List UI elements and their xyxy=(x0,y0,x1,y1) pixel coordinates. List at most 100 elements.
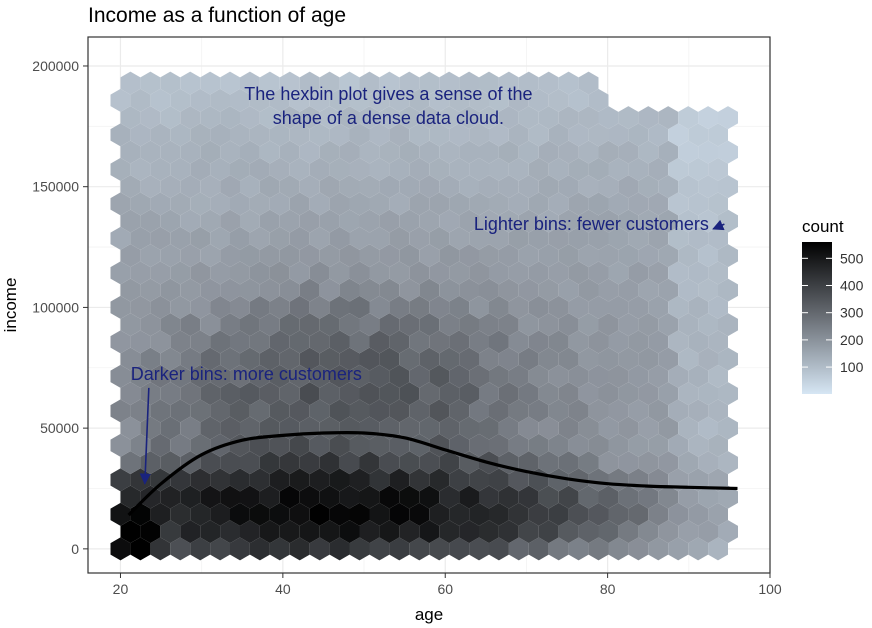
hex-bin xyxy=(170,399,191,423)
legend-colorbar xyxy=(802,242,832,394)
hex-bin xyxy=(399,451,420,475)
hex-bin xyxy=(449,502,470,526)
hex-bin xyxy=(289,330,310,354)
hex-bin xyxy=(558,347,579,371)
hex-bin xyxy=(459,347,479,371)
hex-bin xyxy=(528,433,549,457)
hex-bin xyxy=(170,88,191,112)
hex-bin xyxy=(518,106,539,130)
hex-bin xyxy=(160,485,181,509)
hex-bin xyxy=(399,347,420,371)
hex-bin xyxy=(210,295,230,319)
hex-bin xyxy=(220,451,240,475)
hex-bin xyxy=(359,71,380,95)
hex-bin xyxy=(120,347,141,371)
hex-bin xyxy=(498,244,519,268)
hex-bin xyxy=(688,364,709,388)
hex-bin xyxy=(120,106,141,130)
hex-bin xyxy=(200,175,221,199)
hex-bin xyxy=(399,313,420,337)
hex-bin xyxy=(708,502,728,526)
hex-bin xyxy=(658,278,679,302)
hex-bin xyxy=(628,330,649,354)
hex-bin xyxy=(319,485,340,509)
hex-bin xyxy=(160,71,181,95)
hex-bin xyxy=(160,416,181,440)
hex-bin xyxy=(628,399,649,423)
hex-bin xyxy=(658,520,679,544)
hex-bin xyxy=(419,485,440,509)
hex-bin xyxy=(419,347,440,371)
hex-bin xyxy=(528,192,549,216)
hex-bin xyxy=(508,192,529,216)
hex-bin xyxy=(678,485,699,509)
hex-bin xyxy=(449,192,470,216)
hex-bin xyxy=(130,226,151,250)
hex-bin xyxy=(419,244,440,268)
hex-bin xyxy=(240,175,260,199)
hex-bin xyxy=(538,244,559,268)
hex-bin xyxy=(479,244,499,268)
hex-bin xyxy=(578,278,599,302)
hex-bin xyxy=(120,278,141,302)
hex-bin xyxy=(269,261,290,285)
hex-bin xyxy=(240,347,260,371)
hex-bin xyxy=(379,347,400,371)
hex-bin xyxy=(339,382,360,406)
hex-bin xyxy=(648,502,669,526)
hex-bin xyxy=(359,106,380,130)
hex-bin xyxy=(329,226,350,250)
hex-bin xyxy=(329,364,350,388)
hex-bin xyxy=(688,192,709,216)
hex-bin xyxy=(429,537,450,561)
hex-bin xyxy=(638,278,659,302)
hex-bin xyxy=(289,261,310,285)
hex-bin xyxy=(210,537,230,561)
hex-bin xyxy=(688,330,709,354)
hex-bin xyxy=(240,313,260,337)
hex-bin xyxy=(479,485,499,509)
hex-bin xyxy=(658,313,679,337)
hex-bin xyxy=(190,502,211,526)
hex-bin xyxy=(608,502,629,526)
hex-bin xyxy=(558,382,579,406)
hex-bin xyxy=(548,537,569,561)
hex-bin xyxy=(269,364,290,388)
hex-bin xyxy=(628,502,649,526)
hex-bin xyxy=(439,347,460,371)
hex-bin xyxy=(130,261,151,285)
legend-tick-label: 100 xyxy=(840,359,864,375)
hex-bin xyxy=(459,71,479,95)
hex-bin xyxy=(220,313,240,337)
hex-bin xyxy=(359,313,380,337)
hex-bin xyxy=(110,88,131,112)
hex-bin xyxy=(240,106,260,130)
hex-bin xyxy=(469,433,489,457)
hex-bin xyxy=(489,468,509,492)
hex-bin xyxy=(598,416,619,440)
hex-bin xyxy=(200,520,221,544)
hex-bin xyxy=(329,399,350,423)
hex-bin xyxy=(210,157,230,181)
legend-tick-label: 300 xyxy=(840,305,864,321)
hex-bin xyxy=(598,140,619,164)
x-tick-label: 20 xyxy=(113,581,129,597)
hex-bin xyxy=(220,520,240,544)
hex-bin xyxy=(110,330,131,354)
hex-bin xyxy=(598,313,619,337)
hex-bin xyxy=(220,382,240,406)
hex-bin xyxy=(180,485,201,509)
hex-bin xyxy=(598,209,619,233)
hex-bin xyxy=(230,399,250,423)
hex-bin xyxy=(688,399,709,423)
hex-bin xyxy=(289,468,310,492)
hex-bin xyxy=(459,244,479,268)
hex-bin xyxy=(150,226,171,250)
hex-bin xyxy=(130,88,151,112)
hex-bin xyxy=(359,451,380,475)
hex-bin xyxy=(479,175,499,199)
hex-bin xyxy=(359,485,380,509)
hex-bin xyxy=(568,157,589,181)
hex-bin xyxy=(309,261,330,285)
hex-bin xyxy=(120,175,141,199)
